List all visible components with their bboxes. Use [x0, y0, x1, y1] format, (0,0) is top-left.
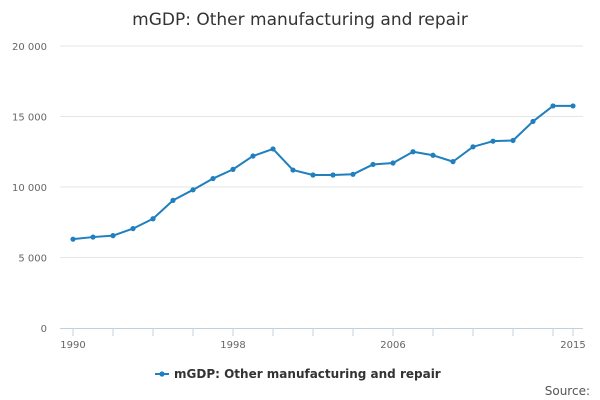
y-tick-label: 0 — [41, 324, 47, 335]
x-tick-label: 2015 — [560, 340, 585, 351]
data-point[interactable] — [490, 138, 496, 144]
data-point[interactable] — [450, 159, 456, 165]
x-tick-label: 1998 — [220, 340, 245, 351]
y-tick-label: 15 000 — [12, 113, 47, 124]
data-point[interactable] — [230, 166, 236, 172]
series-group — [70, 103, 576, 242]
data-point[interactable] — [410, 149, 416, 155]
x-tick-label: 1990 — [60, 340, 85, 351]
chart-title: mGDP: Other manufacturing and repair — [132, 10, 468, 30]
data-point[interactable] — [150, 216, 156, 222]
data-point[interactable] — [350, 171, 356, 177]
data-point[interactable] — [550, 103, 556, 109]
data-point[interactable] — [170, 197, 176, 203]
source-credit: Source: — [545, 384, 590, 398]
x-tick-label: 2006 — [380, 340, 405, 351]
data-point[interactable] — [90, 234, 96, 240]
data-point[interactable] — [290, 167, 296, 173]
legend[interactable]: mGDP: Other manufacturing and repair — [155, 367, 441, 381]
x-axis: 1990 1998 2006 2015 — [60, 328, 586, 351]
y-tick-label: 5 000 — [18, 254, 47, 265]
legend-point-marker — [159, 371, 165, 377]
y-tick-label: 10 000 — [12, 183, 47, 194]
data-point[interactable] — [250, 153, 256, 159]
data-point[interactable] — [390, 160, 396, 166]
data-point[interactable] — [510, 137, 516, 144]
data-point[interactable] — [70, 236, 76, 242]
legend-label: mGDP: Other manufacturing and repair — [174, 367, 441, 381]
data-point[interactable] — [330, 172, 336, 178]
grid-lines — [60, 45, 583, 258]
y-axis-ticks: 0 5 000 10 000 15 000 20 000 — [12, 42, 47, 335]
series-line[interactable] — [72, 104, 574, 241]
data-point[interactable] — [430, 152, 436, 158]
data-point[interactable] — [570, 103, 576, 109]
data-point[interactable] — [210, 175, 216, 182]
data-point[interactable] — [310, 172, 316, 178]
data-point[interactable] — [190, 187, 196, 193]
data-point[interactable] — [470, 144, 476, 150]
data-point[interactable] — [370, 161, 376, 168]
data-point[interactable] — [530, 118, 536, 125]
y-tick-label: 20 000 — [12, 42, 47, 53]
data-point[interactable] — [130, 225, 136, 232]
data-point[interactable] — [270, 146, 276, 152]
data-point[interactable] — [110, 233, 116, 239]
